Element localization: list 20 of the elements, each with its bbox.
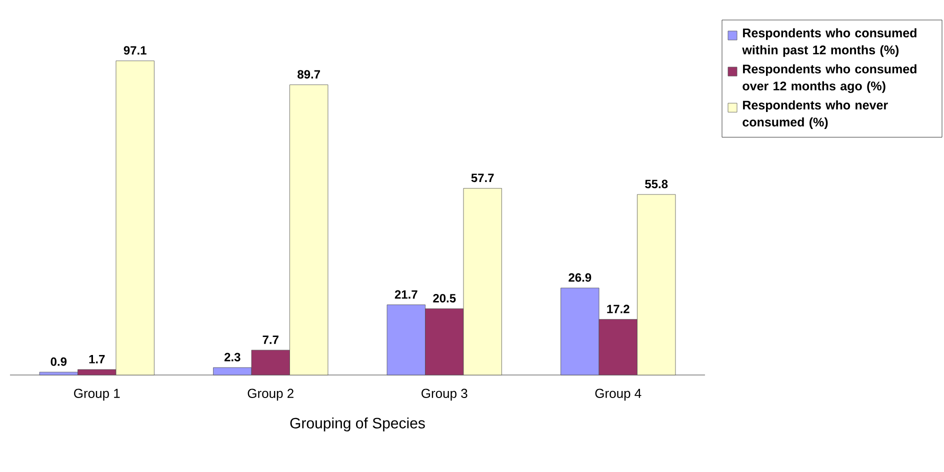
data-label: 0.9 [50,357,67,366]
x-tick-label: Group 4 [595,388,642,401]
x-axis-title: Grouping of Species [290,417,425,432]
data-label: 55.8 [645,180,668,188]
data-label: 1.7 [89,355,105,364]
data-label: 7.7 [262,336,278,344]
data-label: 97.1 [124,46,146,55]
x-tick-label: Group 3 [422,388,468,401]
data-label: 89.7 [298,70,320,79]
legend-label: Respondents who consumed over 12 months ago (%) [742,64,916,93]
x-tick-label: Group 1 [74,388,120,401]
legend-label: Respondents who never consumed (%) [742,100,888,129]
legend-label: Respondents who consumed within past 12 months (%) [742,28,916,57]
data-label: 2.3 [224,352,240,362]
x-tick-label: Group 2 [248,388,294,401]
data-label: 17.2 [607,304,630,314]
data-label: 26.9 [568,273,592,282]
data-label: 20.5 [433,294,456,302]
data-label: 57.7 [471,174,494,182]
data-label: 21.7 [394,290,418,299]
